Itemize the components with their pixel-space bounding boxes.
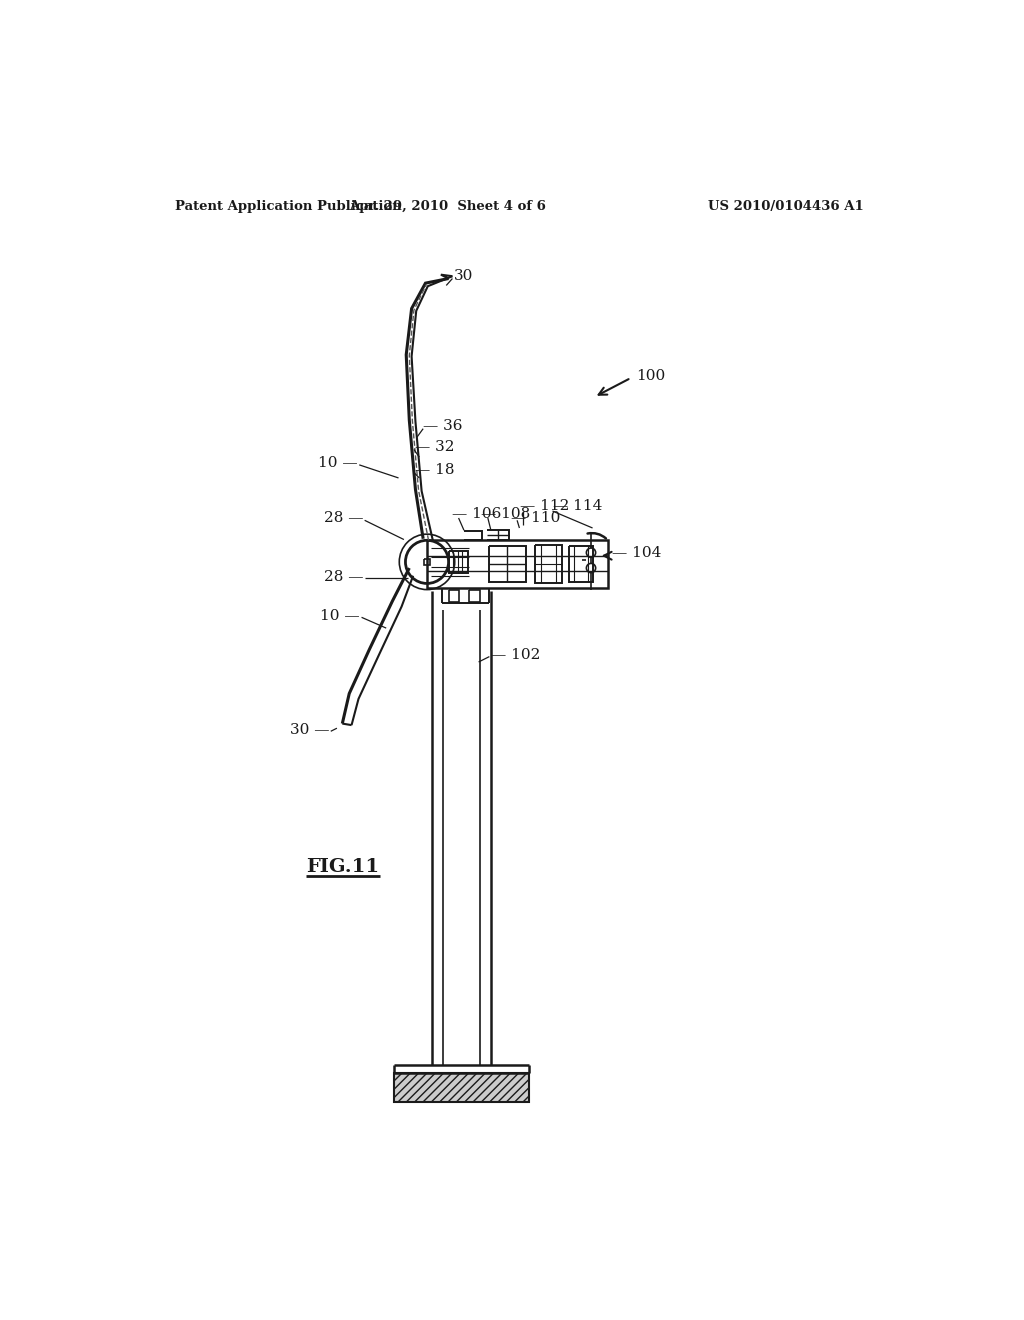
Text: 28 —: 28 —: [324, 569, 364, 583]
Text: 10 —: 10 —: [321, 609, 360, 623]
Text: — 36: — 36: [423, 418, 463, 433]
Text: — 108: — 108: [481, 507, 530, 521]
Text: 28 —: 28 —: [324, 511, 364, 525]
Text: 30 —: 30 —: [290, 723, 330, 737]
Text: — 102: — 102: [490, 648, 541, 663]
Circle shape: [406, 540, 449, 583]
Text: — 112: — 112: [520, 499, 569, 513]
Bar: [394, 1073, 529, 1102]
Text: 100: 100: [636, 370, 665, 383]
Text: — 114: — 114: [553, 499, 602, 513]
Text: 10 —: 10 —: [318, 455, 357, 470]
Text: — 32: — 32: [415, 440, 455, 454]
Text: US 2010/0104436 A1: US 2010/0104436 A1: [708, 201, 864, 214]
Text: Patent Application Publication: Patent Application Publication: [175, 201, 402, 214]
Text: — 18: — 18: [415, 463, 455, 478]
Text: — 106: — 106: [453, 507, 502, 521]
Text: FIG.11: FIG.11: [306, 858, 379, 875]
Text: 30: 30: [454, 269, 473, 284]
Text: Apr. 29, 2010  Sheet 4 of 6: Apr. 29, 2010 Sheet 4 of 6: [349, 201, 546, 214]
Text: — 110: — 110: [511, 511, 560, 525]
Text: — 104: — 104: [611, 545, 662, 560]
